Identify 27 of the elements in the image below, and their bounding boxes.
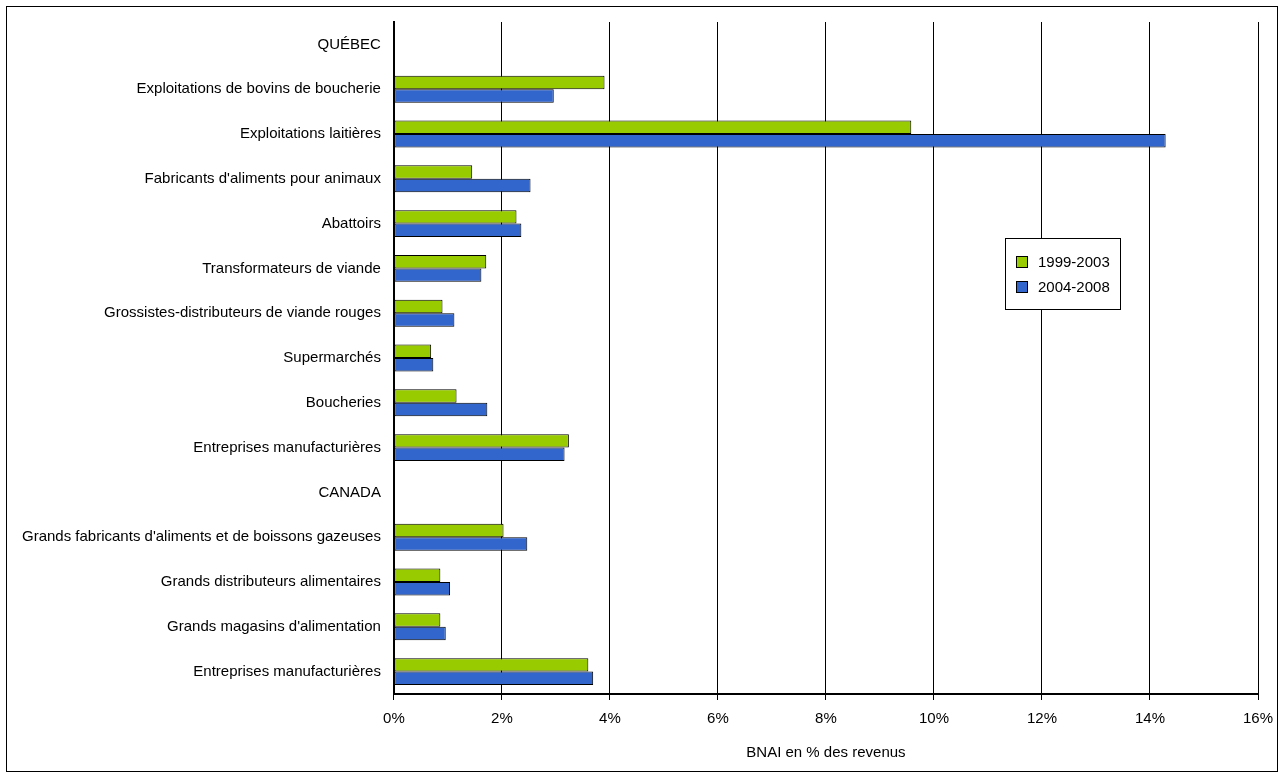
x-tick-label: 10%: [918, 709, 949, 727]
x-tick-label: 14%: [1134, 709, 1165, 727]
y-tick-label: Supermarchés: [283, 348, 381, 366]
x-tick-label: 16%: [1242, 709, 1274, 727]
y-tick-label: Transformateurs de viande: [202, 258, 381, 276]
x-tick-label: 0%: [383, 709, 405, 727]
x-axis-title: BNAI en % des revenus: [746, 743, 906, 761]
y-tick-label: Grands distributeurs alimentaires: [160, 572, 381, 590]
x-tick-label: 6%: [707, 709, 729, 727]
y-tick-label: Entreprises manufacturières: [193, 437, 381, 455]
y-tick-label: Grossistes-distributeurs de viande rouges: [104, 303, 381, 321]
y-tick-label: CANADA: [318, 482, 381, 500]
y-tick-label: Abattoirs: [321, 213, 381, 231]
y-tick-label: QUÉBEC: [317, 34, 382, 52]
y-tick-label: Fabricants d'aliments pour animaux: [144, 168, 382, 186]
y-tick-label: Exploitations laitières: [239, 124, 381, 142]
legend-label: 2004-2008: [1038, 278, 1110, 295]
x-tick-label: 12%: [1026, 709, 1057, 727]
x-tick-label: 8%: [815, 709, 837, 727]
legend-label: 1999-2003: [1038, 253, 1110, 270]
y-tick-label: Boucheries: [305, 392, 381, 410]
y-tick-label: Entreprises manufacturières: [193, 661, 381, 679]
y-tick-label: Grands magasins d'alimentation: [167, 616, 381, 634]
x-tick-label: 4%: [599, 709, 621, 727]
y-tick-label: Grands fabricants d'aliments et de boissons gazeuses: [21, 527, 381, 545]
x-tick-label: 2%: [491, 709, 513, 727]
y-tick-label: Exploitations de bovins de boucherie: [136, 79, 381, 97]
